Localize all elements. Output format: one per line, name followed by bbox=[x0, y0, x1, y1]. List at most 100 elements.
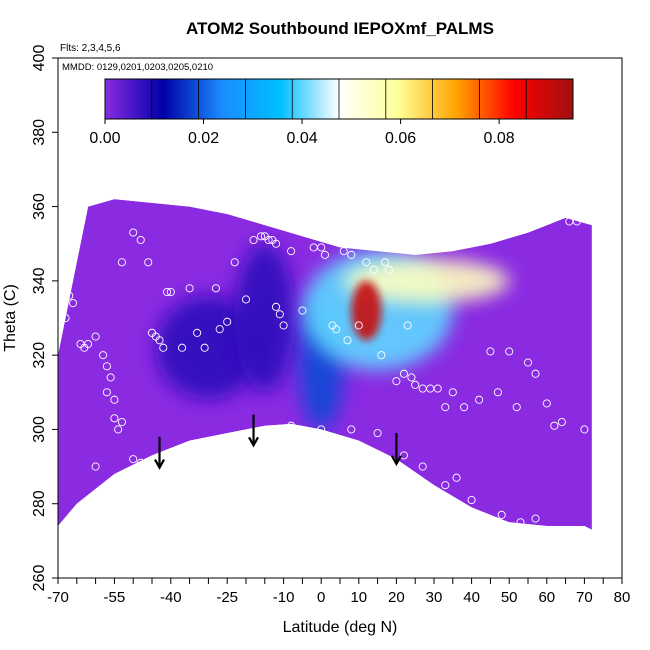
x-tick-label: -55 bbox=[104, 589, 126, 606]
colorbar-dividers bbox=[151, 79, 527, 119]
sample-point bbox=[136, 235, 145, 245]
sample-point bbox=[317, 243, 326, 252]
sample-point bbox=[65, 291, 74, 300]
colorbar-tick-label: 0.04 bbox=[286, 130, 317, 147]
y-tick-label: 360 bbox=[31, 193, 48, 220]
sample-point bbox=[215, 325, 224, 334]
sample-point bbox=[117, 258, 126, 267]
colorbar-tick-label: 0.08 bbox=[484, 130, 515, 147]
sample-point bbox=[320, 250, 330, 259]
sample-point bbox=[403, 321, 412, 330]
sample-point bbox=[362, 258, 371, 267]
flights-annotation: Flts: 2,3,4,5,6 bbox=[60, 43, 121, 54]
sample-point bbox=[91, 462, 100, 471]
sample-point bbox=[399, 451, 408, 460]
sample-point bbox=[200, 343, 209, 352]
x-tick-label: 40 bbox=[463, 589, 480, 606]
sample-point bbox=[287, 247, 296, 256]
sample-point bbox=[84, 339, 93, 349]
sample-point bbox=[460, 403, 469, 412]
sample-point bbox=[493, 388, 502, 397]
sample-point bbox=[475, 395, 484, 404]
sample-point bbox=[102, 495, 111, 505]
sample-point bbox=[155, 336, 164, 345]
arrow-head bbox=[154, 459, 165, 470]
sample-point bbox=[193, 328, 202, 337]
sample-point bbox=[110, 488, 119, 497]
sample-point bbox=[117, 417, 126, 427]
sample-point bbox=[572, 217, 581, 226]
sample-point bbox=[377, 351, 386, 360]
sample-point bbox=[550, 421, 559, 430]
y-tick-label: 320 bbox=[31, 342, 48, 369]
field-core bbox=[351, 280, 382, 341]
arrows bbox=[154, 414, 402, 470]
sample-point bbox=[497, 510, 506, 519]
sample-point bbox=[159, 343, 168, 352]
sample-points bbox=[61, 217, 589, 527]
x-tick-label: 80 bbox=[614, 589, 631, 606]
sample-point bbox=[136, 458, 145, 467]
sample-point bbox=[287, 421, 296, 430]
sample-point bbox=[162, 287, 172, 297]
y-tick-label: 280 bbox=[31, 490, 48, 517]
sample-point bbox=[531, 369, 540, 378]
mmdd-annotation: MMDD: 0129,0201,0203,0205,0210 bbox=[62, 62, 213, 73]
sample-point bbox=[61, 313, 70, 323]
sample-point bbox=[102, 388, 111, 397]
sample-point bbox=[110, 414, 119, 423]
sample-point bbox=[268, 425, 277, 434]
sample-point bbox=[264, 235, 273, 245]
sample-point bbox=[272, 239, 281, 248]
sample-point bbox=[373, 429, 382, 438]
x-tick-label: 50 bbox=[501, 589, 518, 606]
sample-point bbox=[407, 373, 416, 382]
sample-point bbox=[241, 295, 251, 304]
y-tick-label: 400 bbox=[31, 45, 48, 72]
sample-point bbox=[343, 336, 352, 345]
sample-point bbox=[249, 235, 258, 245]
sample-point bbox=[347, 425, 356, 434]
sample-point bbox=[129, 455, 138, 464]
x-tick-label: 70 bbox=[576, 589, 593, 606]
sample-point bbox=[542, 399, 551, 408]
x-tick-label: -10 bbox=[273, 589, 295, 606]
sample-point bbox=[452, 473, 461, 482]
sample-point bbox=[332, 325, 341, 334]
sample-point bbox=[467, 495, 476, 505]
sample-point bbox=[117, 473, 126, 482]
arrow-head bbox=[390, 455, 402, 467]
sample-point bbox=[272, 302, 281, 311]
sample-point bbox=[144, 258, 153, 267]
sample-point bbox=[193, 443, 202, 453]
x-axis: -70 -55 -40 -25 -10 0 10 20 30 40 50 60 70 80 bbox=[47, 578, 630, 606]
sample-point bbox=[505, 347, 514, 356]
x-axis-label: Latitude (deg N) bbox=[283, 619, 398, 636]
sample-point bbox=[114, 425, 123, 434]
sample-point bbox=[72, 518, 81, 527]
sample-point bbox=[384, 265, 393, 274]
colorbar-tick-label: 0.00 bbox=[89, 130, 120, 147]
sample-point bbox=[256, 232, 266, 241]
sample-point bbox=[185, 284, 194, 293]
y-tick-label: 340 bbox=[31, 267, 48, 294]
sample-point bbox=[441, 481, 450, 490]
sample-point bbox=[99, 351, 108, 360]
sample-point bbox=[557, 417, 566, 427]
sample-point bbox=[381, 258, 390, 267]
sample-point bbox=[178, 343, 187, 352]
x-tick-label: 60 bbox=[538, 589, 555, 606]
sample-point bbox=[347, 250, 356, 259]
sample-point bbox=[91, 332, 100, 341]
sample-point bbox=[369, 265, 378, 274]
sample-point bbox=[166, 287, 175, 297]
sample-point bbox=[211, 284, 220, 293]
sample-point bbox=[223, 317, 232, 326]
sample-point bbox=[102, 362, 111, 371]
sample-point bbox=[516, 518, 525, 527]
sample-point bbox=[392, 377, 401, 386]
sample-point bbox=[275, 310, 284, 319]
sample-point bbox=[129, 228, 138, 237]
colorbar-tick-label: 0.02 bbox=[188, 130, 219, 147]
